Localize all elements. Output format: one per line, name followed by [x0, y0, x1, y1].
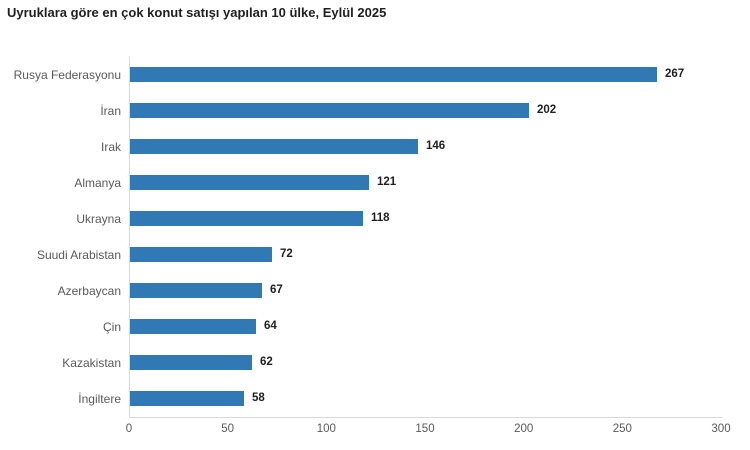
- category-label: Kazakistan: [62, 356, 121, 370]
- plot-area: 267 202 146 121 118 72 67 64 62 58: [129, 57, 722, 418]
- x-tick-label: 50: [221, 423, 235, 435]
- category-label: Suudi Arabistan: [36, 248, 121, 262]
- category-label: Ukrayna: [76, 212, 121, 226]
- bar: [130, 211, 363, 226]
- bar-row: 146: [130, 129, 722, 165]
- x-tick-label: 0: [125, 423, 133, 435]
- value-label: 146: [426, 140, 446, 152]
- category-label: İngiltere: [78, 392, 121, 406]
- bar-row: 267: [130, 57, 722, 93]
- bar: [130, 247, 272, 262]
- category-label: Azerbaycan: [57, 284, 121, 298]
- bar-row: 202: [130, 93, 722, 129]
- x-tick-label: 300: [711, 423, 731, 435]
- bar-row: 62: [130, 345, 722, 381]
- category-label: Irak: [100, 140, 121, 154]
- bar: [130, 391, 244, 406]
- bar-row: 58: [130, 381, 722, 417]
- bar: [130, 283, 262, 298]
- category-label: Çin: [102, 320, 121, 334]
- category-label: Rusya Federasyonu: [13, 68, 121, 82]
- bar: [130, 139, 418, 154]
- value-label: 121: [377, 176, 397, 188]
- value-label: 67: [270, 284, 283, 296]
- x-tick-label: 200: [514, 423, 534, 435]
- bar: [130, 355, 252, 370]
- bar: [130, 103, 529, 118]
- bar: [130, 175, 369, 190]
- x-tick-label: 100: [316, 423, 336, 435]
- category-label: Almanya: [74, 176, 121, 190]
- x-axis: 0 50 100 150 200 250 300: [125, 423, 731, 439]
- bar-row: 64: [130, 309, 722, 345]
- bar-row: 118: [130, 201, 722, 237]
- x-tick-label: 150: [415, 423, 435, 435]
- value-label: 118: [371, 212, 390, 224]
- value-label: 267: [665, 68, 685, 80]
- value-label: 62: [260, 356, 273, 368]
- value-label: 58: [252, 392, 265, 404]
- x-tick-label: 250: [612, 423, 632, 435]
- bar-row: 67: [130, 273, 722, 309]
- value-label: 64: [264, 320, 277, 332]
- category-label: İran: [100, 104, 121, 118]
- bar: [130, 319, 256, 334]
- bar-row: 72: [130, 237, 722, 273]
- y-axis-labels: Rusya Federasyonu İran Irak Almanya Ukrayna S…: [0, 57, 121, 417]
- value-label: 202: [537, 104, 557, 116]
- chart-title: Uyruklara göre en çok konut satışı yapıl…: [7, 5, 387, 20]
- bar-row: 121: [130, 165, 722, 201]
- bar: [130, 67, 657, 82]
- value-label: 72: [280, 248, 293, 260]
